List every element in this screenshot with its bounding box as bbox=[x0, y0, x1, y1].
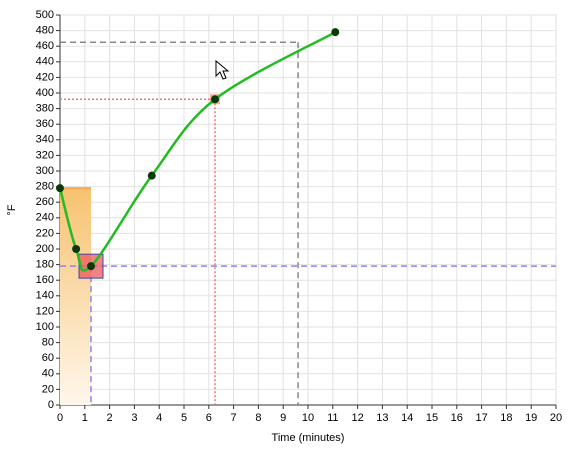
x-tick-label: 16 bbox=[451, 412, 463, 424]
x-tick-label: 0 bbox=[57, 412, 63, 424]
x-tick-label: 3 bbox=[131, 412, 137, 424]
y-tick-label: 40 bbox=[42, 368, 54, 380]
y-tick-label: 60 bbox=[42, 352, 54, 364]
x-tick-label: 14 bbox=[401, 412, 413, 424]
point bbox=[56, 184, 64, 193]
point bbox=[331, 28, 340, 37]
y-tick-label: 220 bbox=[36, 227, 54, 239]
mouse-cursor bbox=[215, 59, 230, 80]
y-tick-label: 280 bbox=[36, 181, 54, 193]
y-tick-label: 500 bbox=[36, 9, 54, 21]
y-tick-label: 100 bbox=[36, 321, 54, 333]
x-tick-label: 8 bbox=[255, 412, 261, 424]
y-tick-label: 320 bbox=[36, 149, 54, 161]
x-tick-label: 5 bbox=[181, 412, 187, 424]
y-tick-label: 80 bbox=[42, 337, 54, 349]
point bbox=[72, 245, 81, 253]
point bbox=[211, 95, 219, 104]
x-tick-label: 4 bbox=[156, 412, 162, 424]
y-tick-label: 420 bbox=[36, 71, 54, 83]
y-tick-label: 20 bbox=[42, 383, 54, 395]
x-tick-label: 18 bbox=[500, 412, 512, 424]
x-tick-label: 20 bbox=[550, 412, 562, 424]
x-tick-label: 7 bbox=[231, 412, 237, 424]
y-tick-label: 360 bbox=[36, 118, 54, 130]
y-tick-label: 340 bbox=[36, 134, 54, 146]
y-tick-label: 200 bbox=[36, 243, 54, 255]
x-tick-label: 6 bbox=[206, 412, 212, 424]
y-tick-label: 300 bbox=[36, 165, 54, 177]
y-tick-label: 0 bbox=[48, 399, 54, 411]
y-tick-label: 160 bbox=[36, 274, 54, 286]
x-axis-title: Time (minutes) bbox=[272, 432, 345, 444]
y-tick-label: 440 bbox=[36, 56, 54, 68]
y-tick-label: 180 bbox=[36, 259, 54, 271]
x-tick-label: 9 bbox=[280, 412, 286, 424]
point bbox=[147, 171, 156, 180]
x-tick-label: 15 bbox=[426, 412, 438, 424]
x-tick-label: 10 bbox=[302, 412, 314, 424]
x-tick-label: 17 bbox=[475, 412, 487, 424]
x-tick-label: 11 bbox=[327, 412, 338, 424]
y-tick-label: 380 bbox=[36, 103, 54, 115]
x-tick-label: 12 bbox=[351, 412, 363, 424]
x-tick-label: 2 bbox=[107, 412, 113, 424]
x-tick-label: 19 bbox=[525, 412, 537, 424]
y-tick-label: 460 bbox=[36, 40, 54, 52]
point bbox=[87, 262, 95, 271]
y-tick-label: 260 bbox=[36, 196, 54, 208]
y-tick-label: 400 bbox=[36, 87, 54, 99]
y-tick-label: 120 bbox=[36, 305, 54, 317]
highlight-region bbox=[60, 188, 91, 405]
y-axis-title: °F bbox=[6, 204, 18, 215]
y-tick-label: 240 bbox=[36, 212, 54, 224]
y-tick-label: 480 bbox=[36, 25, 54, 37]
x-tick-label: 1 bbox=[82, 412, 88, 424]
y-tick-label: 140 bbox=[36, 290, 54, 302]
x-tick-label: 13 bbox=[376, 412, 388, 424]
